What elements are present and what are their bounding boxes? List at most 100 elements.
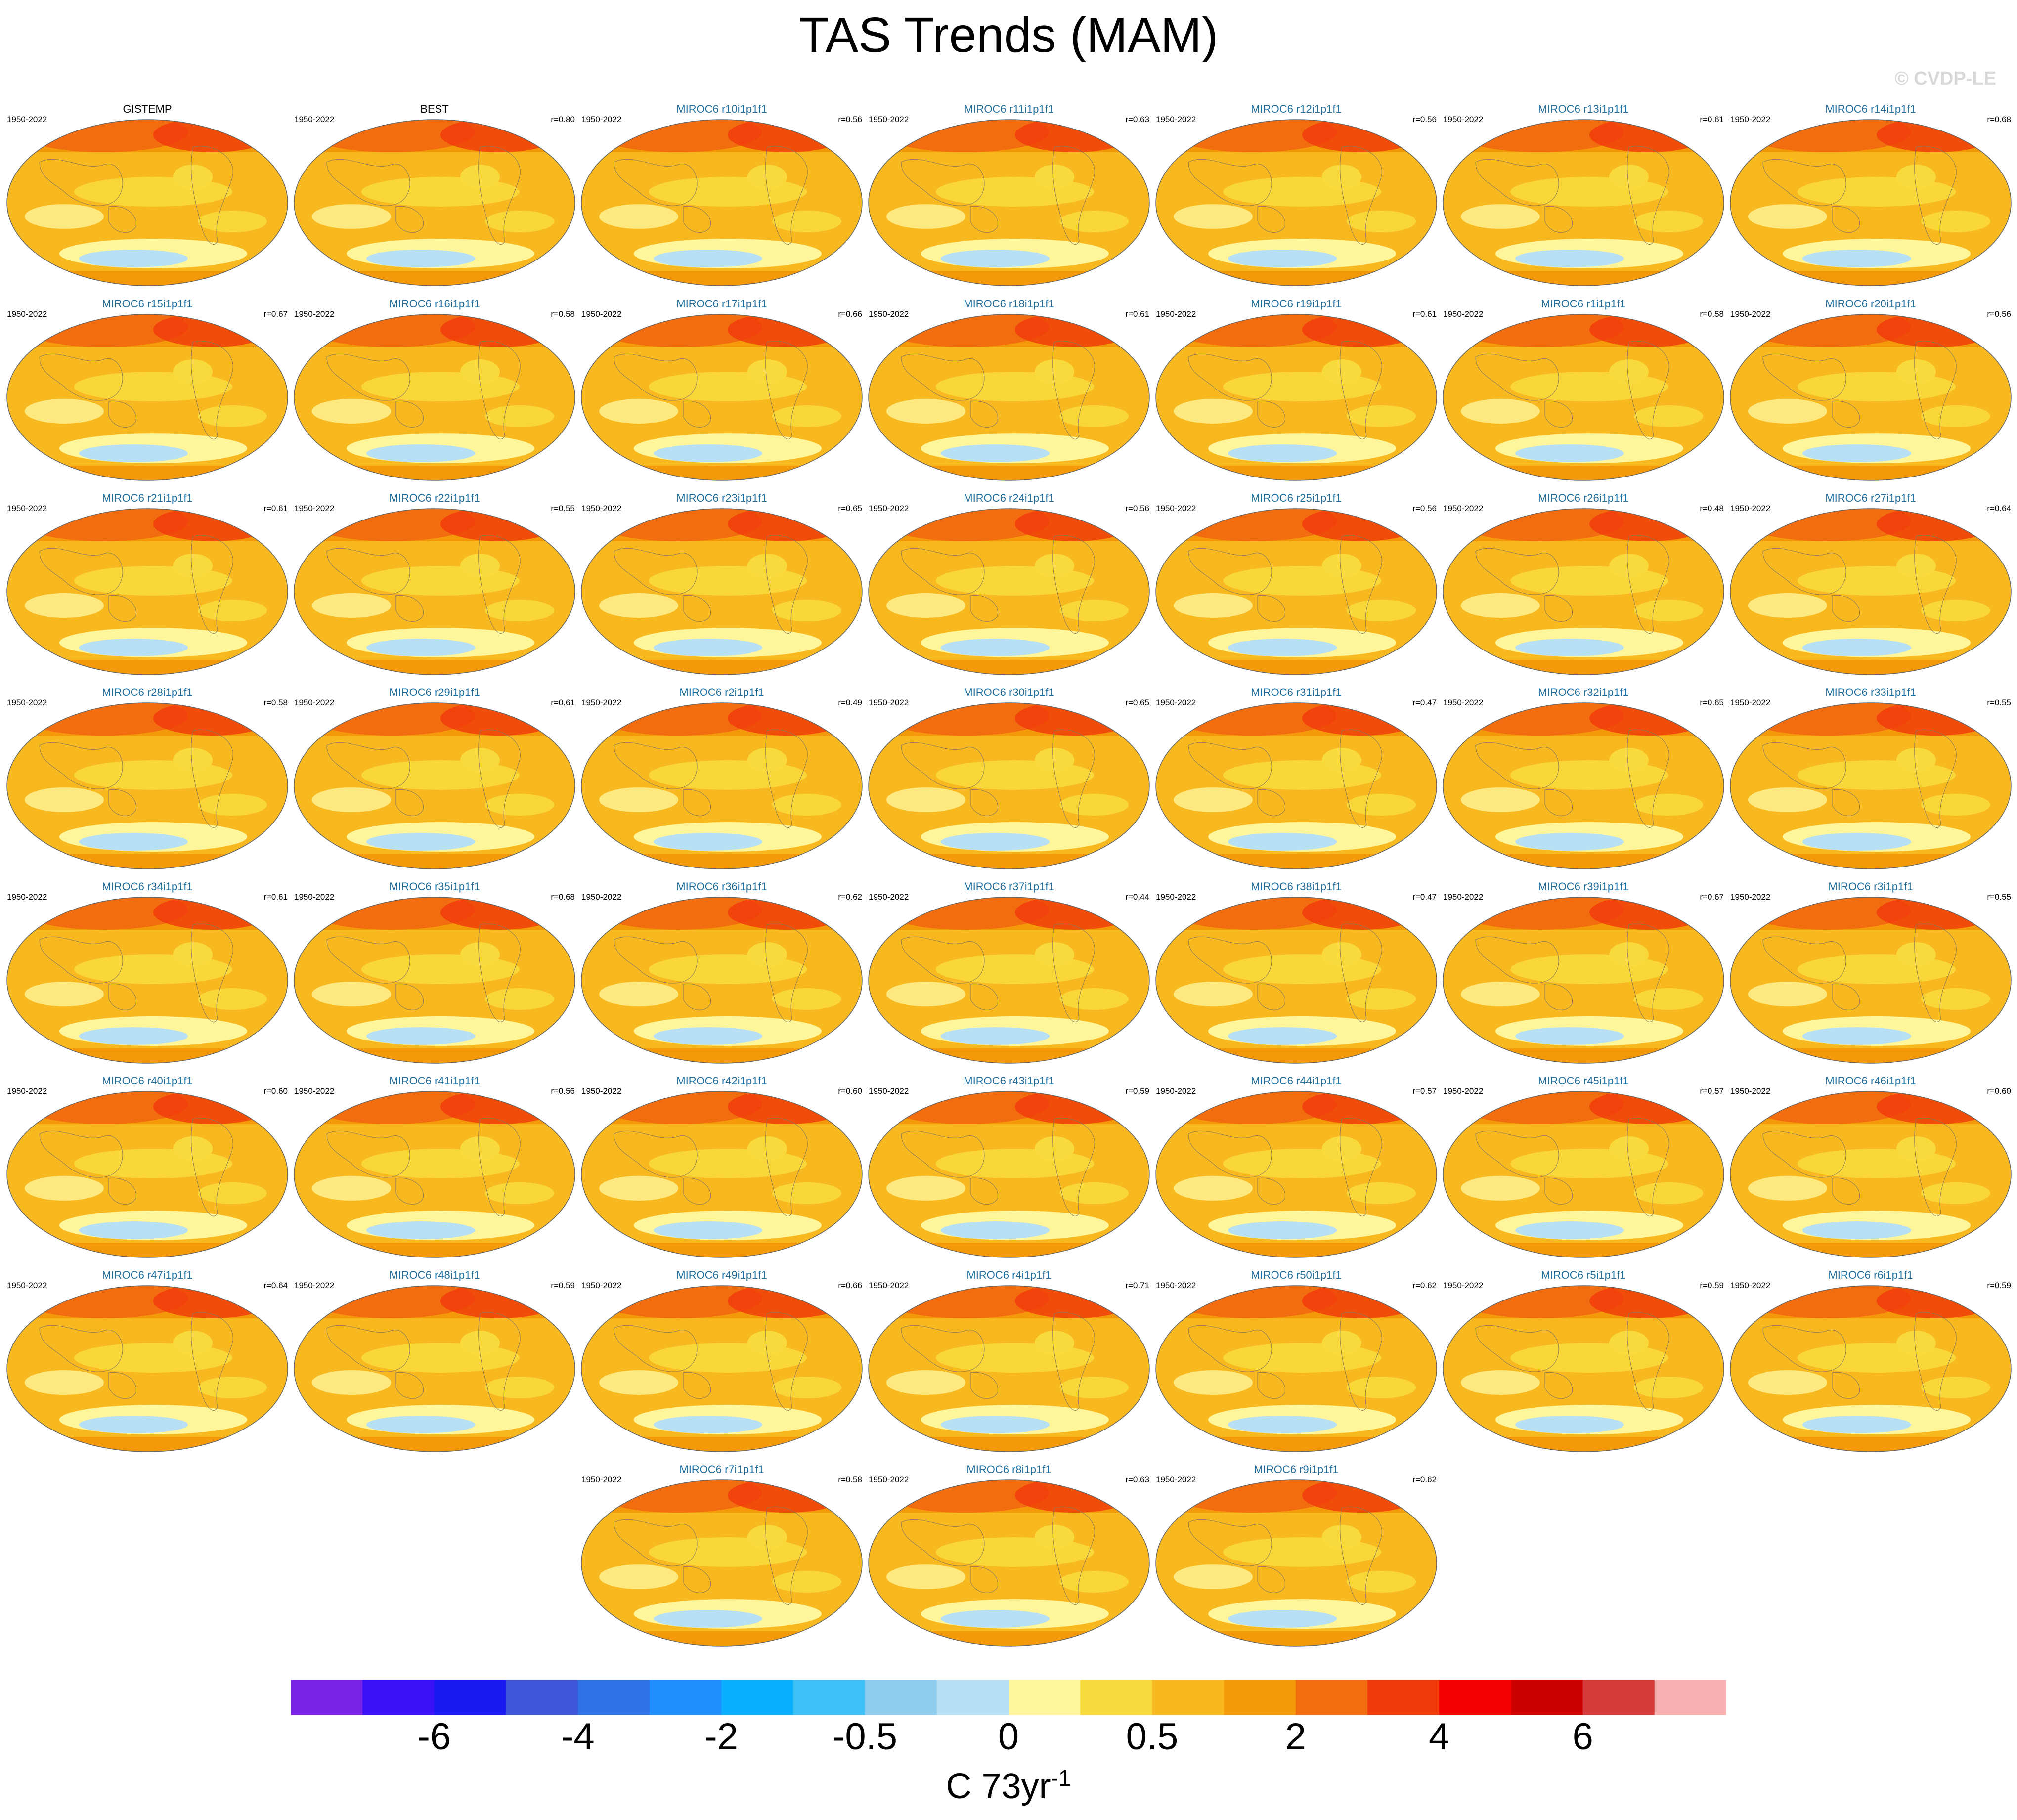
trend-map: [1155, 897, 1437, 1064]
trend-map: [294, 508, 575, 675]
panel-correlation: r=0.44: [1125, 892, 1149, 902]
map-panel: MIROC6 r35i1p1f1 1950-2022 r=0.68: [292, 880, 577, 1074]
colorbar-swatch: [1654, 1680, 1726, 1715]
panel-correlation: r=0.56: [1125, 504, 1149, 513]
panel-period: 1950-2022: [869, 892, 909, 902]
map-panel: MIROC6 r26i1p1f1 1950-2022 r=0.48: [1441, 492, 1726, 686]
map-panel: MIROC6 r8i1p1f1 1950-2022 r=0.63: [867, 1463, 1151, 1657]
panel-correlation: r=0.56: [1412, 115, 1437, 124]
trend-map: [868, 508, 1150, 675]
panel-correlation: r=0.55: [1987, 892, 2011, 902]
panel-correlation: r=0.58: [1700, 309, 1724, 319]
map-panel: MIROC6 r37i1p1f1 1950-2022 r=0.44: [867, 880, 1151, 1074]
panel-period: 1950-2022: [1443, 698, 1484, 707]
colorbar-swatch: [1295, 1680, 1368, 1715]
panel-period: 1950-2022: [294, 1281, 335, 1290]
panel-title: MIROC6 r1i1p1f1: [1541, 298, 1626, 310]
panel-title: MIROC6 r32i1p1f1: [1538, 686, 1629, 698]
panel-correlation: r=0.64: [1987, 504, 2011, 513]
panel-period: 1950-2022: [294, 698, 335, 707]
map-panel: MIROC6 r34i1p1f1 1950-2022 r=0.61: [5, 880, 290, 1074]
panel-period: 1950-2022: [1730, 698, 1771, 707]
panel-title: MIROC6 r25i1p1f1: [1251, 492, 1342, 504]
panel-title: MIROC6 r41i1p1f1: [389, 1075, 480, 1087]
panel-correlation: r=0.48: [1700, 504, 1724, 513]
trend-map: [868, 119, 1150, 286]
panel-title: MIROC6 r4i1p1f1: [966, 1269, 1052, 1281]
panel-period: 1950-2022: [581, 1475, 622, 1484]
panel-title: MIROC6 r2i1p1f1: [679, 686, 764, 698]
panel-period: 1950-2022: [1730, 1281, 1771, 1290]
panel-correlation: r=0.71: [1125, 1281, 1149, 1290]
panel-title: MIROC6 r31i1p1f1: [1251, 686, 1342, 698]
map-panel: MIROC6 r38i1p1f1 1950-2022 r=0.47: [1154, 880, 1439, 1074]
panel-correlation: r=0.62: [1412, 1281, 1437, 1290]
panel-correlation: r=0.56: [1412, 504, 1437, 513]
colorbar-swatch: [1582, 1680, 1655, 1715]
panel-title: MIROC6 r18i1p1f1: [964, 298, 1054, 310]
panel-period: 1950-2022: [869, 1086, 909, 1096]
panel-period: 1950-2022: [869, 1475, 909, 1484]
colorbar-swatch: [1511, 1680, 1583, 1715]
colorbar-tick-label: -4: [561, 1716, 595, 1758]
panel-title: MIROC6 r15i1p1f1: [102, 298, 193, 310]
map-panel: MIROC6 r4i1p1f1 1950-2022 r=0.71: [867, 1269, 1151, 1463]
trend-map: [581, 314, 863, 481]
panel-title: MIROC6 r34i1p1f1: [102, 880, 193, 893]
panel-title: MIROC6 r7i1p1f1: [679, 1463, 764, 1475]
map-panel: MIROC6 r44i1p1f1 1950-2022 r=0.57: [1154, 1075, 1439, 1268]
panel-period: 1950-2022: [581, 504, 622, 513]
map-panel: MIROC6 r30i1p1f1 1950-2022 r=0.65: [867, 686, 1151, 880]
panel-title: MIROC6 r30i1p1f1: [964, 686, 1054, 698]
panel-period: 1950-2022: [581, 309, 622, 319]
panel-period: 1950-2022: [581, 698, 622, 707]
panel-title: MIROC6 r36i1p1f1: [676, 880, 767, 893]
panel-title: MIROC6 r48i1p1f1: [389, 1269, 480, 1281]
trend-map: [581, 119, 863, 286]
map-panel: MIROC6 r21i1p1f1 1950-2022 r=0.61: [5, 492, 290, 686]
panel-correlation: r=0.68: [1987, 115, 2011, 124]
trend-map: [868, 314, 1150, 481]
trend-map: [1155, 508, 1437, 675]
map-panel: MIROC6 r50i1p1f1 1950-2022 r=0.62: [1154, 1269, 1439, 1463]
map-panel: MIROC6 r40i1p1f1 1950-2022 r=0.60: [5, 1075, 290, 1268]
colorbar-units: C 73yr-1: [0, 1765, 2017, 1807]
panel-title: MIROC6 r11i1p1f1: [964, 103, 1054, 115]
panel-correlation: r=0.47: [1412, 698, 1437, 707]
map-panel: MIROC6 r47i1p1f1 1950-2022 r=0.64: [5, 1269, 290, 1463]
panel-correlation: r=0.68: [551, 892, 575, 902]
panel-correlation: r=0.60: [263, 1086, 288, 1096]
map-panel: MIROC6 r12i1p1f1 1950-2022 r=0.56: [1154, 103, 1439, 297]
trend-map: [1155, 119, 1437, 286]
panel-correlation: r=0.56: [551, 1086, 575, 1096]
trend-map: [294, 702, 575, 869]
panel-title: MIROC6 r44i1p1f1: [1251, 1075, 1342, 1087]
colorbar-tick-label: 2: [1285, 1716, 1306, 1758]
map-panel: MIROC6 r20i1p1f1 1950-2022 r=0.56: [1728, 298, 2013, 491]
colorbar-swatch: [1008, 1680, 1081, 1715]
panel-title: MIROC6 r9i1p1f1: [1254, 1463, 1339, 1475]
colorbar-swatch: [577, 1680, 650, 1715]
trend-map: [1155, 1479, 1437, 1647]
trend-map: [294, 1091, 575, 1258]
panel-title: BEST: [420, 103, 449, 115]
map-panel: MIROC6 r3i1p1f1 1950-2022 r=0.55: [1728, 880, 2013, 1074]
trend-map: [868, 1091, 1150, 1258]
panel-period: 1950-2022: [1730, 309, 1771, 319]
panel-period: 1950-2022: [1156, 698, 1196, 707]
map-panel: MIROC6 r39i1p1f1 1950-2022 r=0.67: [1441, 880, 1726, 1074]
panel-title: MIROC6 r38i1p1f1: [1251, 880, 1342, 893]
panel-title: MIROC6 r5i1p1f1: [1541, 1269, 1626, 1281]
colorbar-swatch: [721, 1680, 793, 1715]
panel-title: MIROC6 r27i1p1f1: [1825, 492, 1916, 504]
panel-correlation: r=0.59: [1987, 1281, 2011, 1290]
panel-period: 1950-2022: [294, 504, 335, 513]
map-panel: MIROC6 r19i1p1f1 1950-2022 r=0.61: [1154, 298, 1439, 491]
panel-correlation: r=0.55: [551, 504, 575, 513]
panel-title: MIROC6 r47i1p1f1: [102, 1269, 193, 1281]
panel-title: MIROC6 r45i1p1f1: [1538, 1075, 1629, 1087]
panel-title: MIROC6 r10i1p1f1: [676, 103, 767, 115]
panel-correlation: r=0.57: [1700, 1086, 1724, 1096]
map-panel: MIROC6 r5i1p1f1 1950-2022 r=0.59: [1441, 1269, 1726, 1463]
panel-correlation: r=0.61: [263, 892, 288, 902]
